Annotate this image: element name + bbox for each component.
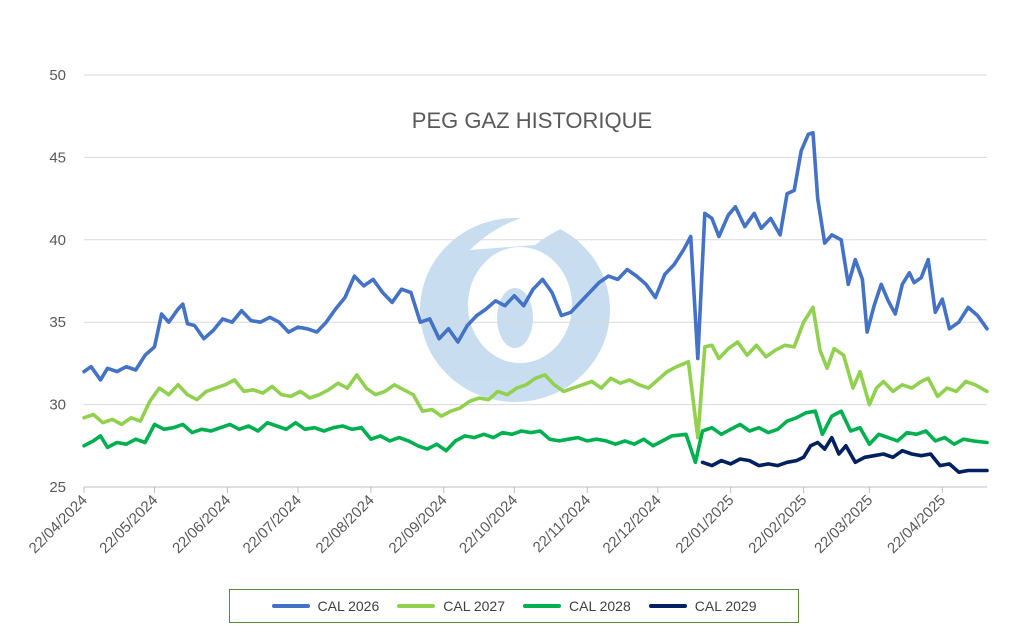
legend-swatch <box>648 604 687 608</box>
legend-label: CAL 2026 <box>317 598 380 614</box>
y-tick-label: 50 <box>49 67 66 84</box>
x-tick-label: 22/04/2024 <box>26 492 91 557</box>
x-tick-label: 22/06/2024 <box>169 492 234 557</box>
x-tick-label: 22/05/2024 <box>96 492 161 557</box>
x-tick-label: 22/11/2024 <box>530 492 594 556</box>
y-tick-label: 25 <box>49 479 66 496</box>
series-lines <box>82 130 989 474</box>
legend-swatch <box>523 604 561 608</box>
legend-item: CAL 2028 <box>523 598 631 614</box>
chart-title: PEG GAZ HISTORIQUE <box>412 108 652 133</box>
legend-item: CAL 2026 <box>271 598 380 614</box>
y-tick-label: 35 <box>49 314 66 331</box>
y-tick-label: 45 <box>49 149 66 166</box>
legend-label: CAL 2029 <box>694 598 757 614</box>
series-line-cal-2026 <box>82 130 989 382</box>
x-tick-label: 22/03/2025 <box>811 492 876 557</box>
x-axis: 22/04/2024 22/05/2024 22/06/2024 22/07/2024… <box>26 486 987 557</box>
series-line-cal-2028 <box>82 409 989 465</box>
x-tick-label: 22/12/2024 <box>600 492 665 557</box>
x-tick-label: 22/07/2024 <box>240 492 305 557</box>
x-tick-label: 22/04/2025 <box>884 492 949 557</box>
x-tick-label: 22/01/2025 <box>672 492 737 557</box>
x-tick-label: 22/09/2024 <box>386 492 451 557</box>
x-tick-label: 22/08/2024 <box>313 492 378 557</box>
legend-swatch <box>397 604 436 608</box>
legend-swatch <box>271 604 310 608</box>
legend-label: CAL 2028 <box>569 598 631 614</box>
legend-item: CAL 2029 <box>648 598 757 614</box>
chart-legend: CAL 2026 CAL 2027 CAL 2028 CAL 2029 <box>229 589 799 623</box>
y-tick-label: 40 <box>49 232 66 249</box>
y-axis-ticks: 25 30 35 40 45 50 <box>49 67 66 496</box>
legend-label: CAL 2027 <box>443 598 505 614</box>
series-line-cal-2027 <box>82 305 989 440</box>
legend-item: CAL 2027 <box>397 598 505 614</box>
x-tick-label: 22/02/2025 <box>745 492 810 557</box>
x-tick-label: 22/10/2024 <box>456 492 521 557</box>
y-tick-label: 30 <box>49 397 66 414</box>
series-line-cal-2029 <box>700 435 989 474</box>
